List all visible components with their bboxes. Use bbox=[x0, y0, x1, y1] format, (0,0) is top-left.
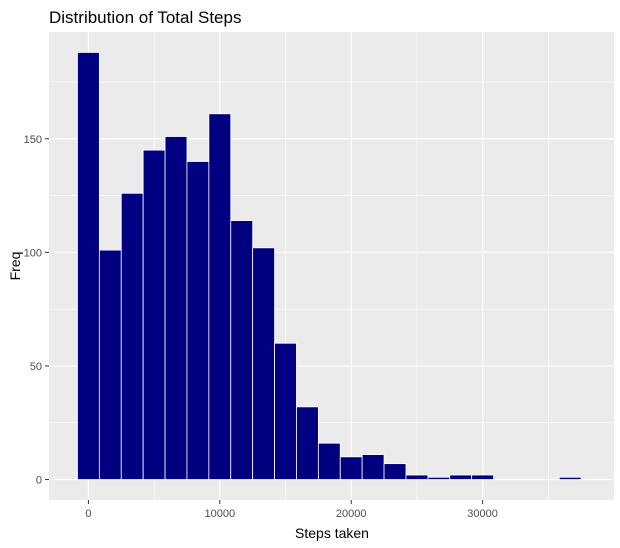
minor-gridlines bbox=[49, 32, 614, 500]
histogram-bar bbox=[98, 249, 122, 480]
histogram-bar bbox=[471, 474, 494, 480]
histogram-bar bbox=[449, 474, 473, 480]
x-tick-label: 30000 bbox=[467, 508, 498, 520]
histogram-bar bbox=[558, 476, 582, 480]
histogram-bar bbox=[317, 442, 341, 480]
y-axis-title: Freq bbox=[7, 252, 23, 281]
histogram-bar bbox=[120, 192, 144, 480]
histogram-bar bbox=[296, 406, 319, 480]
y-tick-label: 50 bbox=[30, 361, 42, 373]
histogram-bar bbox=[274, 342, 297, 480]
histogram-bar bbox=[361, 454, 385, 480]
chart-title: Distribution of Total Steps bbox=[49, 8, 241, 27]
histogram-bar bbox=[208, 113, 232, 480]
x-tick-label: 10000 bbox=[205, 508, 236, 520]
y-tick-label: 150 bbox=[24, 134, 42, 146]
histogram-bar bbox=[383, 463, 407, 480]
histogram-bar bbox=[339, 456, 363, 480]
bars-group bbox=[77, 52, 582, 480]
y-tick-label: 0 bbox=[36, 475, 42, 487]
x-axis-title: Steps taken bbox=[295, 525, 369, 541]
histogram-bar bbox=[405, 474, 429, 480]
histogram-bar bbox=[427, 476, 451, 480]
histogram-bar bbox=[164, 136, 188, 480]
histogram-bar bbox=[230, 220, 254, 480]
histogram-bar bbox=[77, 52, 100, 480]
histogram-bar bbox=[186, 161, 210, 480]
x-tick-label: 20000 bbox=[336, 508, 367, 520]
x-tick-label: 0 bbox=[85, 508, 91, 520]
histogram-bar bbox=[252, 247, 275, 480]
y-tick-label: 100 bbox=[24, 247, 42, 259]
x-axis: 0 10000 20000 30000 bbox=[85, 500, 498, 520]
histogram-bar bbox=[142, 149, 166, 480]
y-axis: 0 50 100 150 bbox=[24, 134, 49, 487]
